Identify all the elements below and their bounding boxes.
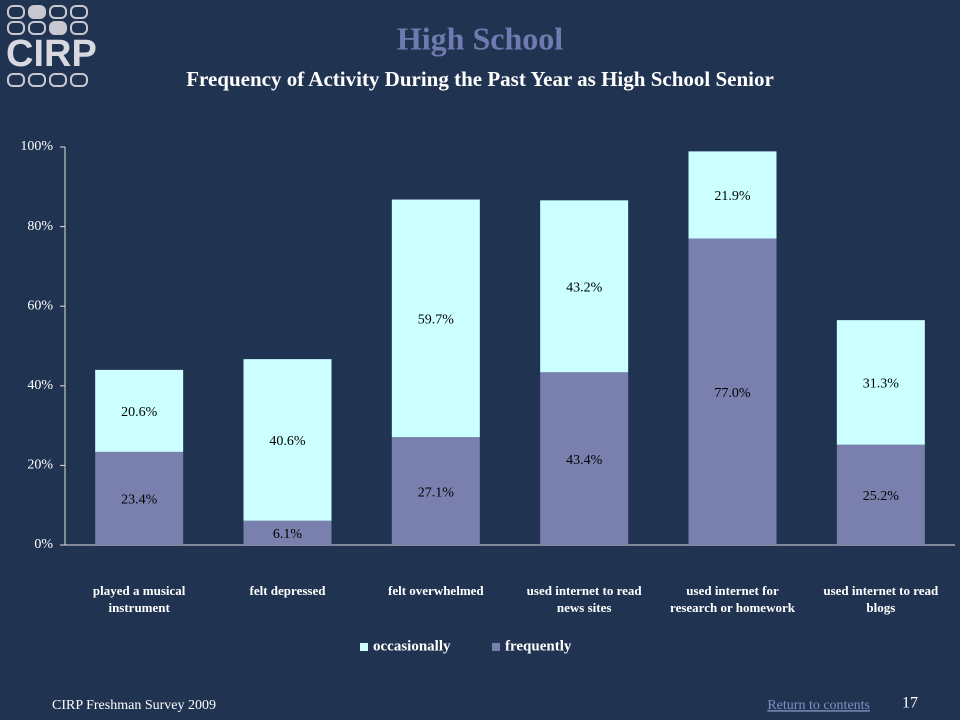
bar-segment: [243, 359, 332, 521]
legend-swatch: [360, 643, 368, 651]
bar-segment: [688, 151, 777, 239]
x-tick-label: used internet to read news sites: [526, 583, 642, 615]
data-label: 20.6%: [121, 405, 158, 420]
y-tick-label: 40%: [27, 378, 53, 393]
data-label: 21.9%: [714, 189, 751, 204]
bar-segment: [391, 199, 480, 438]
y-tick-label: 20%: [27, 458, 53, 473]
y-tick-label: 60%: [27, 298, 53, 313]
bar-segment: [540, 372, 629, 545]
chart-subtitle: Frequency of Activity During the Past Ye…: [186, 67, 774, 91]
return-link[interactable]: Return to contents: [767, 698, 870, 713]
y-tick-label: 80%: [27, 219, 53, 234]
data-label: 77.0%: [714, 386, 751, 401]
legend-label: frequently: [505, 638, 572, 654]
data-label: 25.2%: [863, 489, 900, 504]
y-tick-label: 0%: [34, 537, 53, 552]
data-label: 40.6%: [269, 434, 306, 449]
bar-segment: [836, 320, 925, 445]
data-label: 43.4%: [566, 453, 603, 468]
page-number: 17: [902, 695, 918, 712]
x-tick-label: used internet for research or homework: [670, 583, 795, 615]
data-label: 43.2%: [566, 281, 603, 296]
bar-segment: [95, 451, 184, 545]
data-label: 23.4%: [121, 493, 158, 508]
x-tick-label: used internet to read blogs: [823, 583, 939, 615]
logo-text: CIRP: [6, 33, 97, 75]
chart-title: High School: [397, 20, 563, 56]
bar-segment: [836, 444, 925, 545]
x-tick-label: felt depressed: [249, 583, 326, 598]
x-tick-label: played a musical instrument: [92, 583, 186, 615]
data-label: 27.1%: [418, 485, 455, 500]
bar-segment: [95, 369, 184, 452]
bar-segment: [391, 437, 480, 545]
data-label: 59.7%: [418, 313, 455, 328]
logo-grid: [7, 5, 88, 87]
x-tick-label: felt overwhelmed: [387, 583, 484, 598]
legend-swatch: [492, 643, 500, 651]
footer-source: CIRP Freshman Survey 2009: [52, 698, 216, 713]
data-label: 31.3%: [863, 377, 900, 392]
y-tick-label: 100%: [20, 139, 53, 154]
bar-segment: [688, 238, 777, 546]
data-label: 6.1%: [273, 527, 303, 542]
legend-label: occasionally: [373, 638, 451, 654]
bar-segment: [243, 520, 332, 545]
bar-segment: [540, 200, 629, 373]
